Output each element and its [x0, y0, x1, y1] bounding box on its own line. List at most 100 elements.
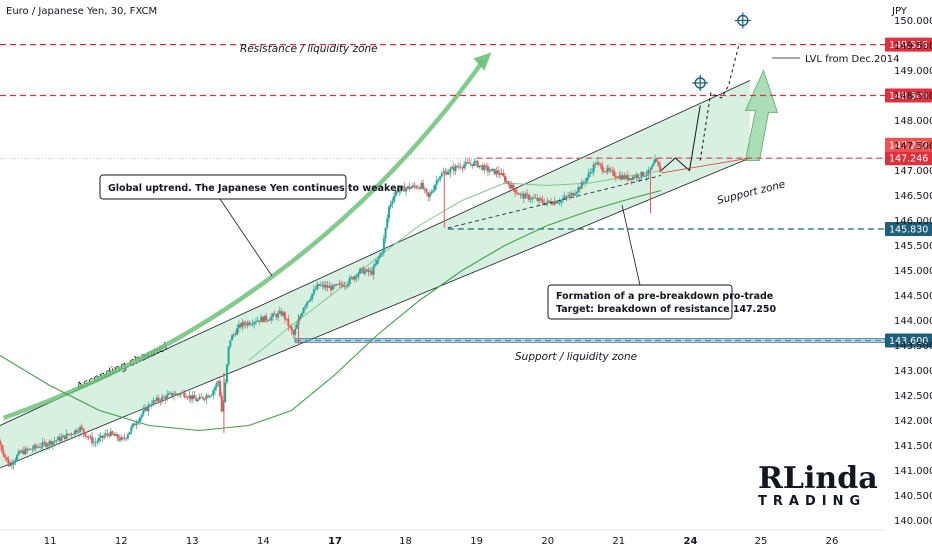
candle-body	[174, 393, 177, 396]
lvl-dec2014-label: LVL from Dec.2014	[805, 54, 900, 65]
candle-body	[278, 311, 281, 314]
candle-body	[57, 437, 60, 441]
candle-body	[155, 397, 158, 401]
candle-body	[391, 201, 394, 204]
note-uptrend-text: Global uptrend. The Japanese Yen continu…	[108, 183, 404, 194]
y-tick-147.000: 147.000	[894, 166, 932, 177]
candle-body	[273, 313, 276, 315]
candle-body	[5, 457, 8, 460]
candle-body	[399, 186, 402, 191]
x-tick-21: 21	[612, 536, 625, 547]
candle-body	[432, 189, 435, 193]
level-badge-149.518	[885, 37, 932, 52]
candle-body	[442, 172, 445, 174]
note-formation-pointer	[621, 204, 641, 286]
candle-body	[149, 404, 152, 406]
candle-body	[248, 322, 251, 325]
candle-body	[468, 162, 471, 164]
candle-body	[573, 194, 576, 196]
candle-body	[444, 171, 447, 173]
candle-body	[642, 171, 645, 177]
candle-body	[212, 390, 215, 396]
candle-body	[190, 395, 193, 400]
candle-body	[519, 194, 522, 195]
candle-body	[556, 202, 559, 204]
candle-body	[169, 392, 172, 394]
time-axis[interactable]: 11 12 13 14 17 18 19 20 21 24 25 26	[0, 529, 885, 547]
candle-body	[532, 197, 535, 199]
candle-body	[17, 451, 20, 455]
candle-body	[231, 335, 234, 341]
breakout-trendline	[447, 175, 662, 229]
candle-body	[62, 435, 65, 438]
candle-body	[266, 320, 269, 321]
candle-body	[184, 396, 187, 398]
candle-body	[493, 168, 496, 175]
candle-body	[456, 165, 459, 168]
candle-body	[505, 181, 508, 183]
x-tick-13: 13	[186, 536, 199, 547]
candle-body	[289, 326, 292, 328]
candle-body	[626, 175, 629, 180]
candle-body	[130, 426, 133, 432]
y-tick-147.500: 147.500	[894, 141, 932, 152]
candle-body	[584, 181, 587, 183]
price-axis[interactable]: JPY 140.000 140.500 141.000 141.500 142.000 14…	[891, 6, 932, 527]
candle-body	[608, 168, 611, 171]
candle-body	[377, 257, 380, 260]
candle-body	[410, 187, 413, 189]
candle-body	[74, 430, 77, 434]
candle-body	[70, 433, 73, 435]
candle-body	[104, 433, 107, 436]
candle-body	[205, 395, 208, 400]
candle-body	[507, 181, 510, 185]
candle-body	[657, 161, 660, 167]
y-tick-142.000: 142.000	[894, 416, 932, 427]
candle-body	[72, 433, 75, 435]
candle-body	[427, 192, 430, 197]
candle-body	[543, 202, 546, 205]
candle-body	[466, 161, 469, 163]
candle-body	[335, 284, 338, 286]
candle-body	[561, 198, 564, 200]
candle-body	[295, 324, 298, 329]
candle-body	[396, 190, 399, 193]
candle-body	[260, 317, 263, 322]
candle-body	[485, 165, 488, 167]
candle-body	[490, 169, 493, 172]
candle-body	[21, 450, 24, 453]
candle-body	[176, 393, 179, 395]
candle-body	[579, 187, 582, 189]
candle-body	[208, 396, 211, 398]
candle-body	[357, 273, 360, 278]
forecast-path	[447, 12, 751, 229]
candle-body	[133, 423, 136, 426]
candle-body	[430, 192, 433, 194]
note-formation-text-1: Formation of a pre-breakdown pro-trade	[556, 291, 773, 302]
candle-body	[147, 404, 150, 411]
candle-body	[473, 161, 476, 166]
candle-body	[28, 448, 31, 450]
candle-body	[476, 160, 479, 168]
candle-body	[246, 322, 249, 326]
candle-body	[237, 324, 240, 329]
candle-body	[198, 396, 201, 400]
y-tick-143.500: 143.500	[894, 341, 932, 352]
candle-body	[166, 394, 169, 400]
candle-body	[239, 324, 242, 327]
candle-body	[599, 163, 602, 166]
candle-body	[589, 172, 592, 174]
candle-body	[159, 400, 162, 402]
candle-body	[488, 171, 491, 172]
candle-body	[381, 252, 384, 254]
candle-body	[645, 174, 648, 177]
candle-body	[178, 394, 181, 396]
y-tick-149.000: 149.000	[894, 66, 932, 77]
candle-body	[618, 175, 621, 179]
y-tick-148.000: 148.000	[894, 116, 932, 127]
candle-body	[459, 166, 462, 168]
level-badge-147.246	[885, 151, 932, 166]
candle-body	[370, 271, 373, 275]
candle-body	[96, 441, 99, 443]
